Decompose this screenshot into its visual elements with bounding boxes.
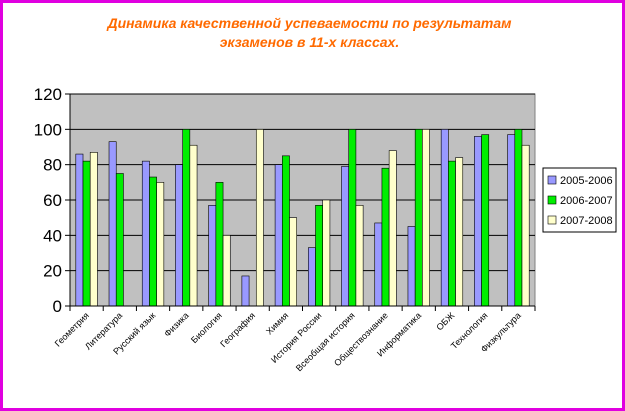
- bar-2006-2007-9: [381, 167, 390, 307]
- bar-2007-2008-6: [289, 217, 297, 307]
- chart-title-line-2: экзаменов в 11-х классах.: [219, 34, 400, 50]
- bar-2005-2006-4: [208, 205, 217, 307]
- bar-2005-2006-10: [407, 226, 416, 307]
- bar-2005-2006-2: [141, 160, 150, 307]
- bar-2006-2007-8: [348, 129, 357, 307]
- x-tick-label-5: География: [218, 310, 257, 349]
- y-tick-label-0: 0: [53, 297, 62, 316]
- legend-label-2006-2007: 2006-2007: [560, 195, 613, 207]
- bar-2005-2006-12: [474, 136, 482, 307]
- bar-2006-2007-13: [514, 129, 523, 307]
- y-tick-label-4: 80: [43, 156, 62, 175]
- bar-2006-2007-0: [82, 160, 91, 307]
- bar-2005-2006-5: [241, 275, 250, 307]
- bar-2005-2006-7: [308, 247, 316, 307]
- bar-2007-2008-4: [222, 235, 231, 307]
- legend-label-2005-2006: 2005-2006: [560, 175, 613, 187]
- bar-2005-2006-3: [175, 164, 183, 307]
- bar-2007-2008-2: [156, 182, 165, 307]
- x-tick-label-8: Всеобщая история: [294, 310, 357, 373]
- bar-2005-2006-13: [507, 134, 516, 307]
- bar-2007-2008-9: [388, 150, 397, 307]
- bar-2005-2006-0: [75, 153, 84, 307]
- y-tick-label-6: 120: [34, 85, 62, 104]
- bar-2006-2007-12: [481, 134, 490, 307]
- bar-2007-2008-7: [322, 199, 331, 307]
- bar-2006-2007-7: [315, 205, 324, 307]
- bar-2006-2007-10: [414, 129, 423, 307]
- bar-2006-2007-2: [149, 176, 157, 307]
- bar-2007-2008-8: [355, 205, 364, 307]
- bar-2007-2008-3: [189, 144, 198, 307]
- legend-swatch-2005-2006: [547, 175, 557, 185]
- bar-2006-2007-6: [281, 155, 290, 307]
- bar-2007-2008-10: [422, 129, 430, 307]
- bar-2005-2006-11: [440, 129, 449, 307]
- x-tick-label-3: Физика: [162, 310, 190, 338]
- x-tick-label-4: Биология: [189, 310, 224, 345]
- y-tick-label-2: 40: [43, 226, 62, 245]
- bar-2005-2006-6: [274, 164, 283, 307]
- bar-2007-2008-0: [89, 152, 98, 307]
- y-tick-label-3: 60: [43, 191, 62, 210]
- bar-2005-2006-1: [108, 141, 117, 307]
- bar-2006-2007-4: [215, 182, 224, 307]
- x-tick-label-6: Химия: [264, 310, 290, 336]
- bar-2007-2008-11: [455, 157, 464, 307]
- chart-title-line-1: Динамика качественной успеваемости по ре…: [107, 15, 512, 31]
- bar-2005-2006-9: [374, 222, 383, 307]
- bar-2006-2007-1: [115, 173, 124, 307]
- bar-2005-2006-8: [341, 166, 350, 307]
- legend-label-2007-2008: 2007-2008: [560, 215, 613, 227]
- bar-2006-2007-11: [448, 160, 456, 307]
- bar-2007-2008-5: [255, 129, 264, 307]
- legend-swatch-2006-2007: [547, 195, 557, 205]
- legend-swatch-2007-2008: [547, 215, 557, 225]
- x-tick-label-11: ОБЖ: [434, 310, 457, 333]
- chart-title: Динамика качественной успеваемости по ре…: [0, 14, 619, 52]
- y-tick-label-1: 20: [43, 262, 62, 281]
- y-tick-label-5: 100: [34, 120, 62, 139]
- bar-2007-2008-13: [521, 144, 530, 307]
- bar-2006-2007-3: [182, 129, 191, 307]
